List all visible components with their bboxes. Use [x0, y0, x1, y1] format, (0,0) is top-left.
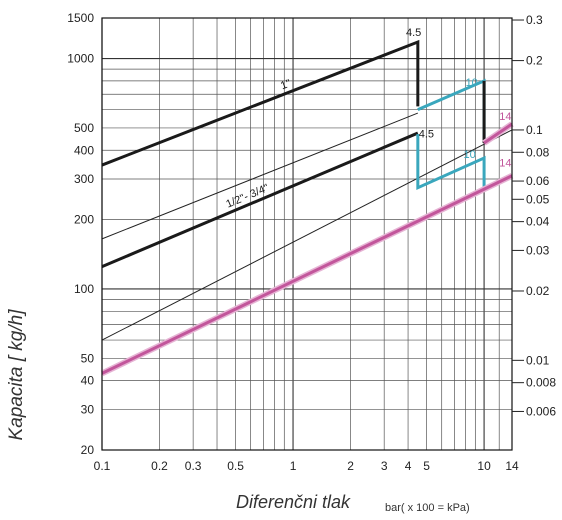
y2-tick-label: 0.1 — [526, 123, 543, 137]
y2-tick-label: 0.05 — [526, 192, 550, 206]
y-tick-label: 1500 — [67, 11, 94, 25]
x-tick-label: 0.2 — [151, 459, 168, 473]
series-line — [416, 134, 486, 192]
annotation-label: 14 — [499, 111, 511, 123]
x-axis-unit: bar( x 100 = kPa) — [385, 502, 470, 514]
annotations: 4.5 4.5 10 10 14 14 — [406, 27, 512, 169]
y2-tick-label: 0.3 — [526, 13, 543, 27]
plot-frame — [101, 17, 513, 451]
y2-tick-label: 0.008 — [526, 376, 556, 390]
x-tick-label: 2 — [347, 459, 354, 473]
reference-lines — [101, 112, 513, 341]
series-line — [483, 122, 513, 145]
y2-tick-label: 0.04 — [526, 215, 550, 229]
x-tick-label: 0.1 — [94, 459, 111, 473]
x-tick-label: 0.5 — [227, 459, 244, 473]
y-tick-labels: 1500 1000 500 400 300 200 100 50 40 30 20 — [67, 11, 94, 457]
y-tick-label: 50 — [81, 351, 95, 365]
y-axis-label: Kapacita [ kg/h] — [6, 309, 27, 441]
annotation-label: 14 — [499, 158, 511, 170]
series-line — [101, 39, 420, 167]
series-line — [101, 131, 419, 269]
annotation-label: 4.5 — [419, 128, 434, 140]
annotation-label: 10 — [463, 149, 475, 161]
y2-tick-label: 0.06 — [526, 174, 550, 188]
y2-tick-label: 0.03 — [526, 243, 550, 257]
y-tick-label: 30 — [81, 402, 95, 416]
annotation-label: 10 — [466, 77, 478, 89]
x-tick-label: 5 — [423, 459, 430, 473]
annotation-label: 4.5 — [406, 27, 421, 39]
y2-tick-label: 0.02 — [526, 284, 550, 298]
y2-tick-label: 0.01 — [526, 353, 550, 367]
y-tick-label: 40 — [81, 374, 95, 388]
reference-line — [101, 112, 419, 240]
x-tick-label: 1 — [290, 459, 297, 473]
y-tick-label: 500 — [74, 121, 94, 135]
series-name-label: 1" — [279, 77, 293, 92]
x-tick-label: 0.3 — [185, 459, 202, 473]
x-tick-labels: 0.1 0.2 0.3 0.5 1 2 3 4 5 10 14 — [94, 459, 519, 473]
y-tick-label: 100 — [74, 282, 94, 296]
series-lines: 1"1/2"- 3/4" — [100, 39, 514, 377]
x-tick-label: 4 — [405, 459, 412, 473]
x-tick-label: 10 — [477, 459, 491, 473]
x-axis-label: Diferenčni tlak — [236, 492, 351, 512]
y-tick-label: 400 — [74, 143, 94, 157]
y2-tick-label: 0.2 — [526, 54, 543, 68]
reference-line — [101, 129, 513, 341]
y2-tick-labels: 0.3 0.2 0.1 0.08 0.06 0.05 0.04 0.03 0.02 0.01 0.0… — [512, 13, 556, 418]
y2-tick-label: 0.006 — [526, 404, 556, 418]
y-tick-label: 1000 — [67, 52, 94, 66]
series-line — [101, 174, 513, 375]
x-tick-label: 3 — [381, 459, 388, 473]
x-tick-label: 14 — [505, 459, 519, 473]
y-tick-label: 200 — [74, 213, 94, 227]
y-tick-label: 300 — [74, 172, 94, 186]
y-tick-label: 20 — [81, 443, 95, 457]
grid — [101, 17, 513, 451]
y2-tick-label: 0.08 — [526, 145, 550, 159]
